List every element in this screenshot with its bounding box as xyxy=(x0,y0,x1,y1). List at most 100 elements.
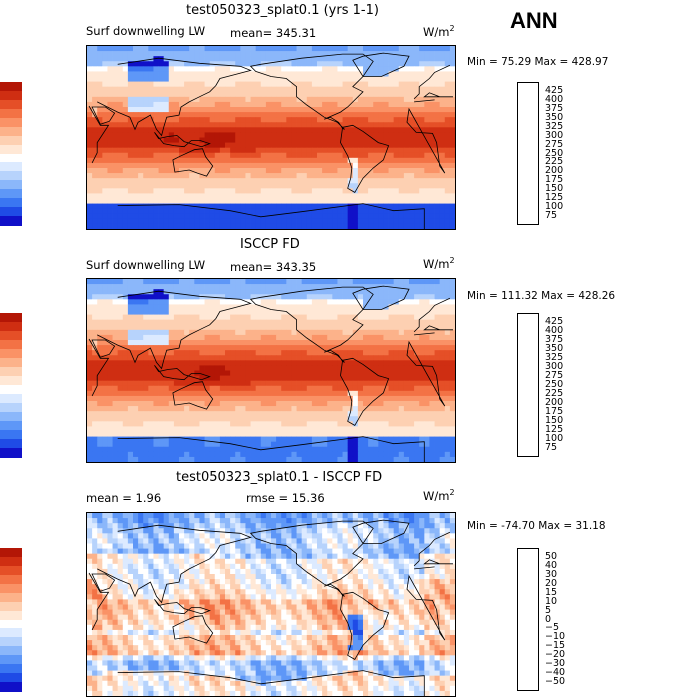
field-cell xyxy=(414,71,420,77)
field-cell xyxy=(230,390,236,397)
field-cell xyxy=(255,360,262,366)
field-cell xyxy=(179,81,185,88)
field-cell xyxy=(322,309,328,315)
field-cell xyxy=(414,91,420,98)
field-cell xyxy=(199,370,205,376)
field-cell xyxy=(204,66,211,72)
field-cell xyxy=(306,107,313,113)
field-cell xyxy=(112,385,119,392)
field-cell xyxy=(209,147,216,154)
field-cell xyxy=(225,132,231,138)
field-cell xyxy=(276,289,282,295)
field-cell xyxy=(133,208,139,215)
field-cell xyxy=(403,370,410,376)
field-cell xyxy=(173,107,180,113)
field-cell xyxy=(317,350,323,356)
field-cell xyxy=(383,309,389,315)
field-cell xyxy=(138,421,144,427)
field-cell xyxy=(143,142,149,149)
field-cell xyxy=(271,96,277,103)
field-cell xyxy=(306,309,313,315)
field-cell xyxy=(184,284,190,290)
field-cell xyxy=(97,340,103,346)
field-cell xyxy=(112,223,119,229)
field-cell xyxy=(245,122,251,128)
field-cell xyxy=(168,334,175,341)
field-cell xyxy=(158,309,165,315)
field-cell xyxy=(342,66,349,72)
field-cell xyxy=(158,198,165,204)
field-cell xyxy=(388,66,395,72)
field-cell xyxy=(414,314,420,321)
field-cell xyxy=(271,223,277,229)
field-cell xyxy=(383,188,389,194)
field-cell xyxy=(122,390,129,397)
field-cell xyxy=(138,112,144,118)
field-cell xyxy=(403,168,410,174)
field-cell xyxy=(189,314,195,321)
field-cell xyxy=(219,183,226,189)
field-cell xyxy=(158,46,165,52)
field-cell xyxy=(184,426,190,432)
field-cell xyxy=(306,436,313,443)
field-cell xyxy=(138,76,144,82)
field-cell xyxy=(240,122,246,128)
field-cell xyxy=(235,395,241,402)
field-cell xyxy=(419,431,425,437)
field-cell xyxy=(352,299,359,305)
field-cell xyxy=(214,319,221,326)
field-cell xyxy=(403,152,410,159)
field-cell xyxy=(112,395,119,402)
field-cell xyxy=(286,350,292,356)
field-cell xyxy=(322,395,328,402)
field-cell xyxy=(449,162,455,169)
field-cell xyxy=(158,385,165,392)
field-cell xyxy=(138,314,144,321)
field-cell xyxy=(327,289,333,295)
field-cell xyxy=(87,370,93,376)
field-cell xyxy=(281,198,287,204)
field-cell xyxy=(271,385,277,392)
field-cell xyxy=(383,173,389,179)
field-cell xyxy=(219,193,226,199)
field-cell xyxy=(235,112,241,118)
field-cell xyxy=(260,117,267,123)
field-cell xyxy=(214,117,221,123)
field-cell xyxy=(327,401,333,407)
coastline-australia xyxy=(172,148,214,177)
field-cell xyxy=(127,107,134,113)
field-cell xyxy=(214,173,221,179)
field-cell xyxy=(296,173,303,179)
field-cell xyxy=(127,284,134,290)
field-cell xyxy=(383,436,389,443)
field-cell xyxy=(163,152,170,159)
field-cell xyxy=(337,107,343,113)
field-cell xyxy=(337,66,343,72)
field-cell xyxy=(373,76,379,82)
field-cell xyxy=(225,395,231,402)
field-cell xyxy=(97,107,103,113)
field-cell xyxy=(87,411,93,417)
field-cell xyxy=(347,117,354,123)
field-cell xyxy=(235,370,241,376)
field-cell xyxy=(179,345,185,351)
field-cell xyxy=(107,178,113,184)
field-cell xyxy=(92,142,98,149)
field-cell xyxy=(148,122,154,128)
field-cell xyxy=(255,345,262,351)
field-cell xyxy=(327,350,333,356)
field-cell xyxy=(419,61,425,67)
field-cell xyxy=(378,279,384,285)
field-cell xyxy=(230,66,236,72)
field-cell xyxy=(403,431,410,437)
field-cell xyxy=(409,178,415,184)
field-cell xyxy=(245,178,251,184)
field-cell xyxy=(168,223,175,229)
field-cell xyxy=(368,51,374,57)
field-cell xyxy=(179,127,185,133)
field-cell xyxy=(112,329,119,336)
field-cell xyxy=(332,152,338,159)
field-cell xyxy=(409,380,415,387)
field-cell xyxy=(265,46,272,52)
field-cell xyxy=(102,334,108,341)
